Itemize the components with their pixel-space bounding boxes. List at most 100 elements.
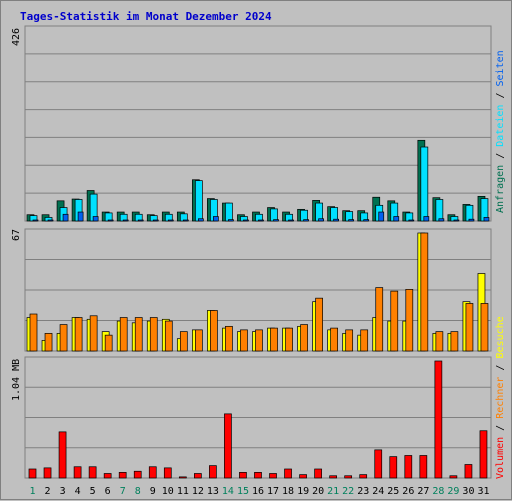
visits-y-max-label: 67 (11, 228, 22, 241)
seiten-bar (62, 213, 69, 222)
seiten-bar (182, 219, 189, 222)
dateien-bar (270, 208, 278, 222)
day-tick-label: 15 (237, 486, 249, 497)
rechner-bar (480, 303, 489, 352)
volumen-bar (88, 466, 97, 479)
day-tick-label: 4 (75, 486, 81, 497)
day-tick-label: 1 (30, 486, 36, 497)
volumen-bar (434, 360, 443, 479)
rechner-bar (255, 329, 263, 352)
dateien-bar (225, 202, 233, 222)
day-tick-label: 7 (120, 486, 126, 497)
day-tick-label: 26 (402, 486, 414, 497)
day-tick-label: 22 (342, 486, 354, 497)
seiten-bar (423, 216, 430, 222)
rechner-bar (89, 315, 98, 352)
seiten-bar (393, 216, 400, 222)
legend-besuche: Besuche (495, 316, 506, 359)
day-tick-label: 20 (312, 486, 324, 497)
volumen-bar (163, 467, 172, 479)
volumen-bar (118, 472, 127, 479)
day-tick-label: 17 (267, 486, 279, 497)
dateien-bar (195, 180, 203, 222)
rechner-bar (330, 327, 338, 352)
dateien-bar (465, 204, 474, 222)
seiten-bar (228, 219, 234, 222)
volumen-bar (464, 464, 473, 479)
rechner-bar (450, 331, 459, 352)
day-tick-label: 25 (387, 486, 399, 497)
volumen-bar (329, 475, 337, 479)
requests-panel-frame (24, 25, 492, 222)
seiten-bar (32, 219, 39, 222)
rechner-bar (390, 290, 399, 352)
day-tick-label: 12 (192, 486, 204, 497)
volumen-bar (239, 472, 247, 479)
day-tick-label: 19 (297, 486, 309, 497)
volumen-bar (269, 473, 277, 479)
rechner-bar (44, 333, 53, 352)
day-tick-label: 21 (327, 486, 339, 497)
rechner-bar (74, 317, 83, 352)
legend-sep-3: / (495, 424, 506, 431)
volumen-bar (58, 431, 67, 479)
right-legend-top: Anfragen / Dateien / Seiten (495, 50, 506, 213)
seiten-bar (303, 219, 309, 222)
day-tick-label: 13 (207, 486, 219, 497)
day-tick-label: 6 (105, 486, 111, 497)
requests-y-max-label: 426 (11, 27, 22, 46)
rechner-bar (149, 317, 158, 352)
day-tick-label: 18 (282, 486, 294, 497)
rechner-bar (465, 303, 474, 352)
seiten-bar (453, 219, 460, 222)
rechner-bar (285, 327, 293, 352)
volumen-bar (479, 430, 488, 479)
seiten-bar (92, 216, 99, 222)
seiten-bar (378, 211, 385, 222)
volumen-bar (284, 468, 292, 479)
rechner-bar (164, 320, 173, 352)
day-tick-label: 30 (462, 486, 474, 497)
volumen-bar (389, 456, 398, 479)
volumen-bar (103, 473, 112, 479)
seiten-bar (468, 218, 475, 222)
seiten-bar (107, 219, 114, 222)
day-tick-label: 10 (162, 486, 174, 497)
rechner-bar (210, 310, 218, 352)
volumen-bar (178, 476, 187, 479)
seiten-bar (273, 219, 279, 222)
volumen-bar (299, 474, 307, 479)
legend-anfragen: Anfragen (495, 164, 506, 213)
seiten-bar (333, 218, 339, 222)
volumen-bar (133, 470, 142, 479)
volumen-bar (449, 475, 458, 479)
rechner-bar (225, 325, 233, 352)
day-tick-label: 31 (477, 486, 489, 497)
seiten-bar (243, 219, 249, 222)
day-tick-label: 3 (60, 486, 66, 497)
day-tick-label: 14 (222, 486, 234, 497)
volumen-bar (28, 468, 37, 479)
day-tick-label: 28 (432, 486, 444, 497)
rechner-bar (119, 317, 128, 352)
seiten-bar (438, 218, 445, 222)
right-legend-bottom: Volumen / Rechner / Besuche (495, 316, 506, 479)
legend-rechner: Rechner (495, 376, 506, 419)
legend-sep-1: / (495, 152, 506, 159)
legend-sep-4: / (495, 364, 506, 371)
seiten-bar (318, 218, 324, 222)
legend-dateien: Dateien (495, 104, 506, 147)
seiten-bar (47, 219, 54, 222)
rechner-bar (59, 324, 68, 352)
day-tick-label: 24 (372, 486, 384, 497)
rechner-bar (270, 327, 278, 352)
dateien-bar (435, 199, 444, 222)
seiten-bar (348, 219, 355, 222)
rechner-bar (179, 331, 188, 352)
day-tick-label: 29 (447, 486, 459, 497)
seiten-bar (122, 219, 129, 222)
volumen-bar (194, 473, 202, 479)
seiten-bar (198, 218, 204, 222)
